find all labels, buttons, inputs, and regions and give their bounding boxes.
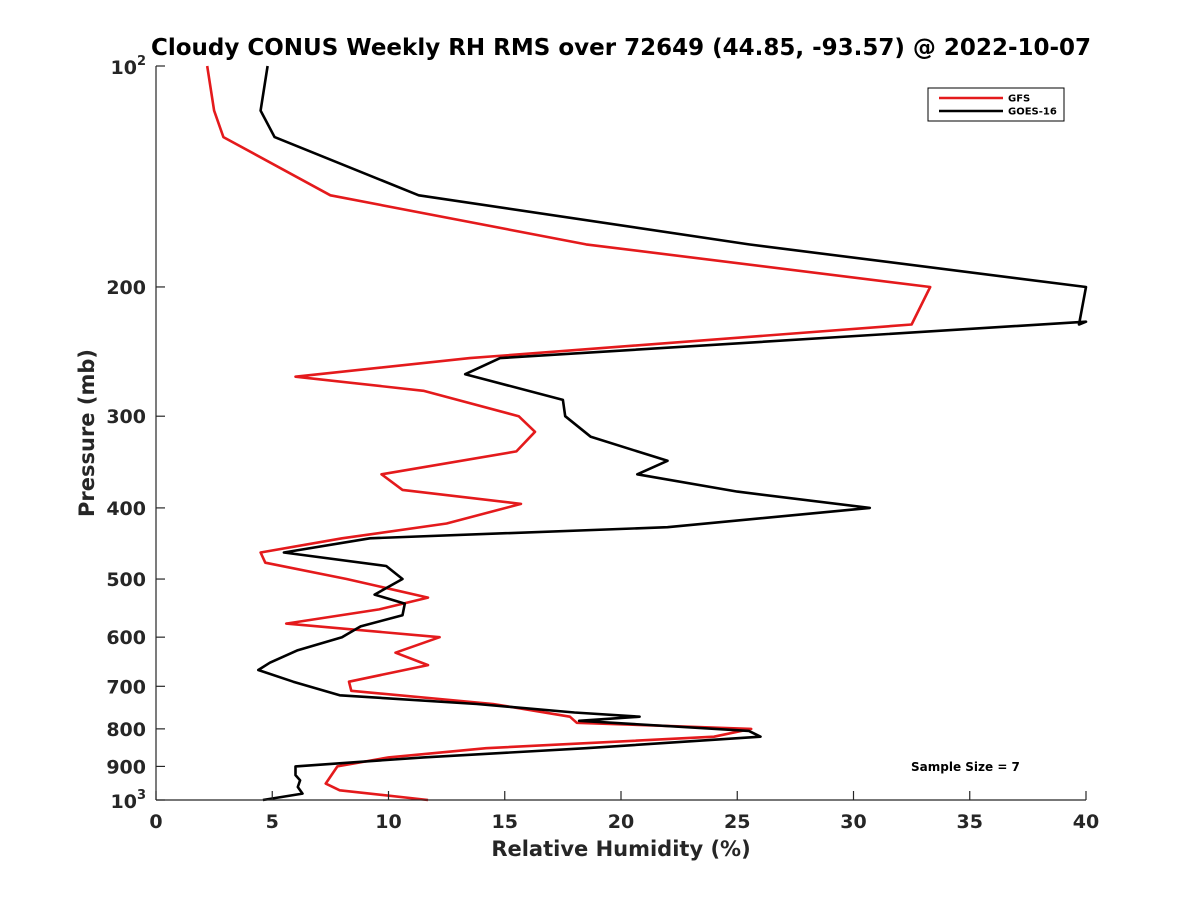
legend-label-goes16: GOES-16 bbox=[1008, 107, 1057, 118]
series-layer bbox=[205, 65, 1088, 802]
x-tick-label: 40 bbox=[1073, 811, 1099, 833]
x-axis-label: Relative Humidity (%) bbox=[491, 837, 750, 861]
y-tick-label: 600 bbox=[106, 627, 146, 649]
y-ticks: 102 200 300 400 500 600 700 800 900 103 bbox=[106, 54, 165, 813]
x-tick-label: 10 bbox=[375, 811, 401, 833]
series-line-gfs bbox=[205, 65, 932, 802]
x-tick-label: 15 bbox=[492, 811, 518, 833]
y-tick-label: 300 bbox=[106, 406, 146, 428]
legend: GFS GOES-16 bbox=[927, 87, 1065, 122]
x-tick-label: 5 bbox=[266, 811, 279, 833]
y-tick-label: 800 bbox=[106, 719, 146, 741]
y-tick-label: 103 bbox=[111, 788, 147, 813]
x-tick-label: 30 bbox=[840, 811, 866, 833]
y-tick-label: 400 bbox=[106, 498, 146, 520]
y-tick-label: 500 bbox=[106, 569, 146, 591]
x-tick-label: 20 bbox=[608, 811, 634, 833]
legend-label-gfs: GFS bbox=[1008, 94, 1030, 105]
chart-title: Cloudy CONUS Weekly RH RMS over 72649 (4… bbox=[151, 35, 1091, 61]
series-line-goes16 bbox=[256, 65, 1088, 802]
x-ticks: 0 5 10 15 20 25 30 35 40 bbox=[149, 791, 1099, 833]
x-tick-label: 0 bbox=[149, 811, 162, 833]
x-tick-label: 25 bbox=[724, 811, 750, 833]
sample-size-annotation: Sample Size = 7 bbox=[911, 760, 1020, 774]
y-tick-label: 200 bbox=[106, 277, 146, 299]
y-tick-label: 900 bbox=[106, 756, 146, 778]
legend-box bbox=[927, 87, 1065, 122]
x-tick-label: 35 bbox=[957, 811, 983, 833]
y-tick-label: 700 bbox=[106, 676, 146, 698]
y-tick-label: 102 bbox=[111, 54, 147, 79]
y-axis-label: Pressure (mb) bbox=[75, 349, 99, 517]
